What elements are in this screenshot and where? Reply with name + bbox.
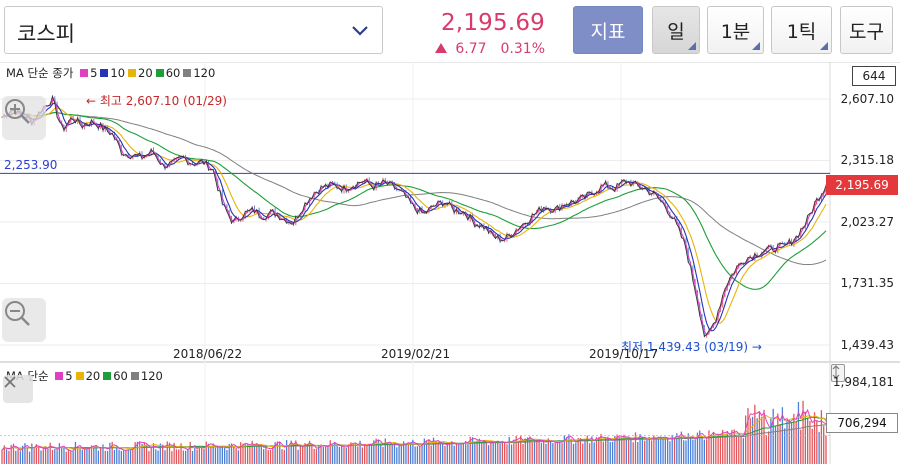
close-icon: [4, 376, 16, 388]
legend-label: 60: [165, 66, 181, 80]
zoom-out-icon: [5, 301, 30, 326]
resize-arrows-icon: [832, 365, 840, 379]
low-annotation: 최저 1,439.43 (03/19) →: [621, 340, 762, 354]
legend-label: 120: [140, 369, 163, 383]
price-change: 6.77 0.31%: [435, 41, 545, 57]
change-value: 6.77: [455, 41, 487, 57]
current-price: 2,195.69: [440, 10, 545, 36]
dropdown-corner-icon: [820, 42, 828, 50]
x-date-label: 2018/06/22: [173, 347, 243, 361]
legend-swatch: [75, 372, 84, 380]
tools-button-label: 도구: [849, 20, 884, 43]
close-volume-pane-button[interactable]: [3, 375, 33, 403]
period-day-button[interactable]: 일: [652, 6, 700, 54]
ma5-line: [1, 99, 827, 337]
legend-swatch: [80, 69, 89, 77]
legend-label: 60: [113, 369, 128, 383]
chevron-down-icon: [352, 26, 368, 36]
market-name: 코스피: [17, 22, 75, 46]
y-tick-label: 2,315.18: [840, 153, 894, 167]
legend-label: 5: [65, 369, 73, 383]
y-tick-label: 1,439.43: [840, 338, 894, 352]
tools-button[interactable]: 도구: [840, 6, 893, 54]
legend-label: 5: [90, 66, 98, 80]
y-tick-label: 2,607.10: [840, 92, 894, 106]
x-date-label: 2019/10/17: [589, 347, 659, 361]
x-date-label: 2019/02/21: [381, 347, 451, 361]
zoom-out-button[interactable]: [2, 298, 46, 342]
legend-swatch: [155, 69, 164, 77]
ma60-line: [1, 111, 827, 290]
up-triangle-icon: [435, 43, 448, 53]
legend-swatch: [128, 69, 137, 77]
period-1tick-button[interactable]: 1틱: [771, 6, 832, 54]
price-ma-legend: MA 단순 종가 5 10 20 60 120: [6, 65, 215, 81]
legend-label: 120: [193, 66, 216, 80]
volume-y-max-label: 1,984,181: [832, 375, 894, 389]
last-volume-tag: 706,294: [826, 413, 898, 433]
close-line: [1, 94, 827, 338]
last-price-tag: 2,195.69: [826, 175, 898, 195]
legend-swatch: [103, 372, 112, 380]
period-1tick-label: 1틱: [786, 20, 817, 43]
y-tick-label: 2,023.27: [840, 215, 894, 229]
dropdown-corner-icon: [688, 42, 696, 50]
volume-legend-item: 20: [75, 369, 101, 383]
legend-swatch: [130, 372, 139, 380]
volume-ma5-line: [1, 408, 827, 452]
price-legend-item: 120: [183, 66, 215, 80]
price-volume-chart[interactable]: [0, 62, 900, 464]
indicator-button[interactable]: 지표: [573, 6, 643, 54]
ma10-line: [1, 102, 827, 332]
volume-ma20-line: [1, 414, 827, 451]
price-legend-item: 5: [80, 66, 97, 80]
legend-label: 20: [85, 369, 101, 383]
pane-resize-handle[interactable]: [831, 364, 845, 382]
legend-label: 20: [138, 66, 153, 80]
indicator-button-label: 지표: [590, 20, 626, 43]
ma120-line: [1, 111, 827, 266]
volume-legend-item: 60: [103, 369, 128, 383]
period-day-label: 일: [667, 20, 685, 43]
price-legend-item: 10: [100, 66, 125, 80]
legend-swatch: [55, 372, 64, 380]
legend-label: 10: [110, 66, 126, 80]
period-1min-button[interactable]: 1분: [707, 6, 764, 54]
market-select-dropdown[interactable]: 코스피: [4, 6, 383, 54]
chart-area[interactable]: MA 단순 종가 5 10 20 60 120 644 2,607.10 2,315.1…: [0, 62, 900, 464]
legend-swatch: [183, 69, 192, 77]
ma20-line: [1, 107, 827, 324]
zoom-in-icon: [5, 99, 30, 124]
price-legend-item: 20: [128, 66, 153, 80]
reference-line-label: 2,253.90: [4, 158, 58, 172]
volume-legend-item: 120: [130, 369, 163, 383]
high-annotation: ← 최고 2,607.10 (01/29): [86, 94, 227, 108]
dropdown-corner-icon: [752, 42, 760, 50]
bar-count-box[interactable]: 644: [852, 66, 896, 86]
zoom-in-button[interactable]: [2, 96, 46, 140]
y-tick-label: 1,731.35: [840, 276, 894, 290]
volume-legend-item: 5: [55, 369, 73, 383]
toolbar: 코스피 2,195.69 6.77 0.31% 지표 일 1분 1틱 도구: [0, 0, 900, 62]
period-1min-label: 1분: [720, 20, 751, 43]
price-legend-title: MA 단순 종가: [6, 66, 74, 80]
legend-swatch: [100, 69, 109, 77]
change-percent: 0.31%: [500, 41, 545, 57]
current-price-box: 2,195.69 6.77 0.31%: [395, 4, 545, 58]
price-legend-item: 60: [155, 66, 181, 80]
